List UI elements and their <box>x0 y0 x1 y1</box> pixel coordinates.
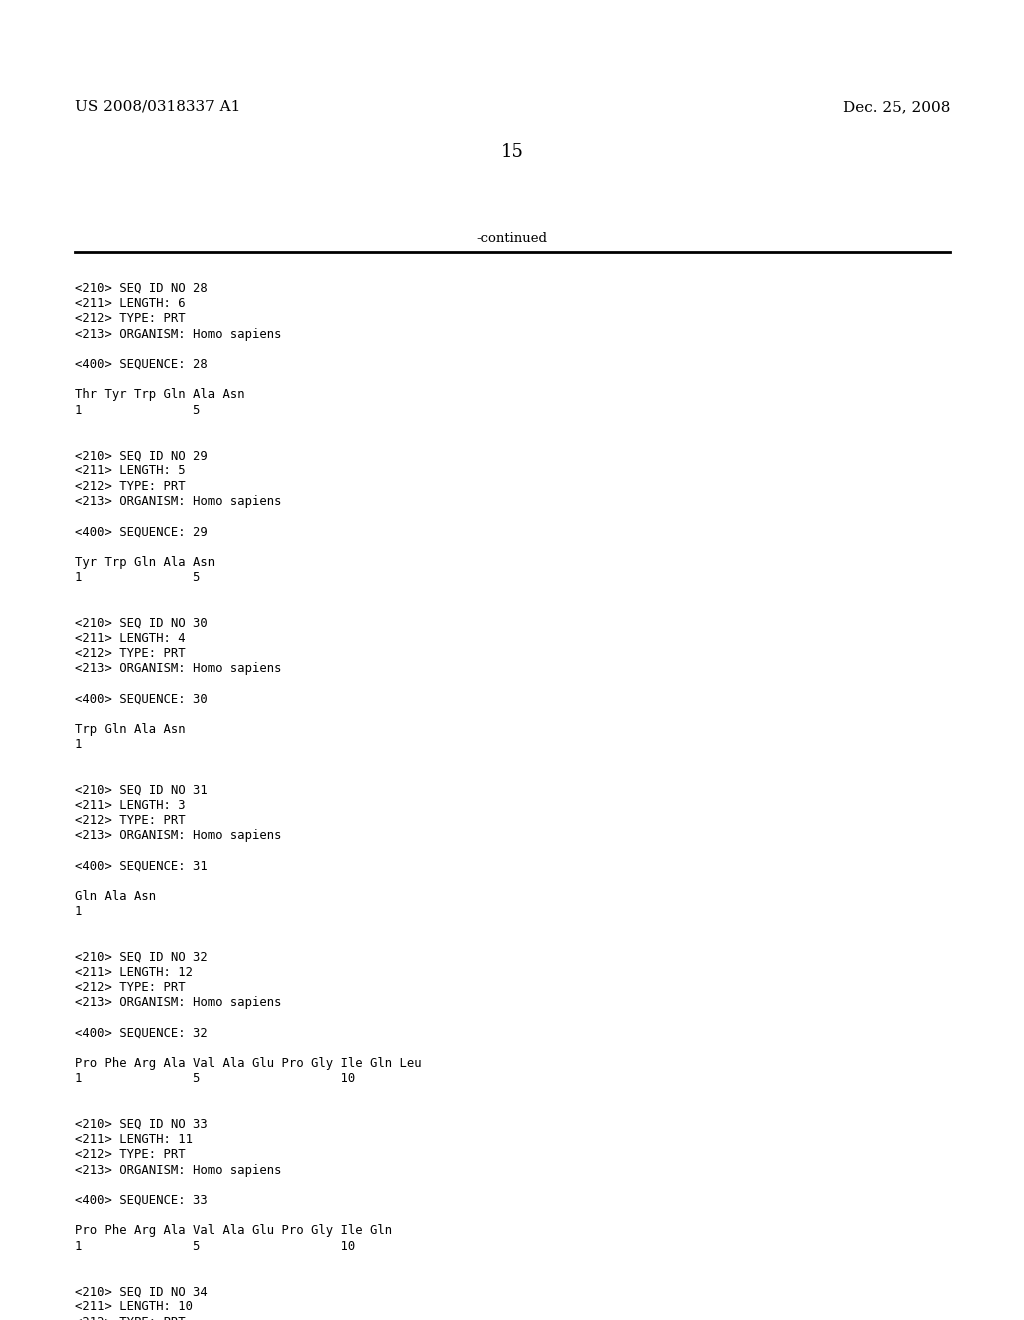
Text: <213> ORGANISM: Homo sapiens: <213> ORGANISM: Homo sapiens <box>75 997 282 1010</box>
Text: <212> TYPE: PRT: <212> TYPE: PRT <box>75 647 185 660</box>
Text: <210> SEQ ID NO 29: <210> SEQ ID NO 29 <box>75 449 208 462</box>
Text: <213> ORGANISM: Homo sapiens: <213> ORGANISM: Homo sapiens <box>75 495 282 508</box>
Text: <400> SEQUENCE: 28: <400> SEQUENCE: 28 <box>75 358 208 371</box>
Text: <213> ORGANISM: Homo sapiens: <213> ORGANISM: Homo sapiens <box>75 1164 282 1176</box>
Text: Pro Phe Arg Ala Val Ala Glu Pro Gly Ile Gln Leu: Pro Phe Arg Ala Val Ala Glu Pro Gly Ile … <box>75 1057 422 1071</box>
Text: <211> LENGTH: 3: <211> LENGTH: 3 <box>75 799 185 812</box>
Text: <400> SEQUENCE: 30: <400> SEQUENCE: 30 <box>75 693 208 705</box>
Text: US 2008/0318337 A1: US 2008/0318337 A1 <box>75 100 241 114</box>
Text: Dec. 25, 2008: Dec. 25, 2008 <box>843 100 950 114</box>
Text: <210> SEQ ID NO 33: <210> SEQ ID NO 33 <box>75 1118 208 1131</box>
Text: <400> SEQUENCE: 32: <400> SEQUENCE: 32 <box>75 1027 208 1040</box>
Text: 1: 1 <box>75 738 82 751</box>
Text: -continued: -continued <box>476 232 548 246</box>
Text: <400> SEQUENCE: 33: <400> SEQUENCE: 33 <box>75 1195 208 1206</box>
Text: <210> SEQ ID NO 30: <210> SEQ ID NO 30 <box>75 616 208 630</box>
Text: <211> LENGTH: 4: <211> LENGTH: 4 <box>75 631 185 644</box>
Text: <213> ORGANISM: Homo sapiens: <213> ORGANISM: Homo sapiens <box>75 327 282 341</box>
Text: <212> TYPE: PRT: <212> TYPE: PRT <box>75 814 185 828</box>
Text: 1               5: 1 5 <box>75 404 201 417</box>
Text: <211> LENGTH: 11: <211> LENGTH: 11 <box>75 1133 193 1146</box>
Text: Gln Ala Asn: Gln Ala Asn <box>75 890 156 903</box>
Text: 1               5: 1 5 <box>75 570 201 583</box>
Text: <400> SEQUENCE: 29: <400> SEQUENCE: 29 <box>75 525 208 539</box>
Text: <211> LENGTH: 6: <211> LENGTH: 6 <box>75 297 185 310</box>
Text: <210> SEQ ID NO 31: <210> SEQ ID NO 31 <box>75 784 208 796</box>
Text: <211> LENGTH: 12: <211> LENGTH: 12 <box>75 966 193 979</box>
Text: <212> TYPE: PRT: <212> TYPE: PRT <box>75 313 185 326</box>
Text: Trp Gln Ala Asn: Trp Gln Ala Asn <box>75 723 185 735</box>
Text: <213> ORGANISM: Homo sapiens: <213> ORGANISM: Homo sapiens <box>75 663 282 675</box>
Text: 1               5                   10: 1 5 10 <box>75 1239 355 1253</box>
Text: <210> SEQ ID NO 34: <210> SEQ ID NO 34 <box>75 1286 208 1298</box>
Text: <210> SEQ ID NO 32: <210> SEQ ID NO 32 <box>75 950 208 964</box>
Text: <212> TYPE: PRT: <212> TYPE: PRT <box>75 479 185 492</box>
Text: <211> LENGTH: 5: <211> LENGTH: 5 <box>75 465 185 478</box>
Text: Tyr Trp Gln Ala Asn: Tyr Trp Gln Ala Asn <box>75 556 215 569</box>
Text: <400> SEQUENCE: 31: <400> SEQUENCE: 31 <box>75 859 208 873</box>
Text: 1               5                   10: 1 5 10 <box>75 1072 355 1085</box>
Text: 1: 1 <box>75 906 82 919</box>
Text: <212> TYPE: PRT: <212> TYPE: PRT <box>75 1148 185 1162</box>
Text: Pro Phe Arg Ala Val Ala Glu Pro Gly Ile Gln: Pro Phe Arg Ala Val Ala Glu Pro Gly Ile … <box>75 1225 392 1237</box>
Text: <212> TYPE: PRT: <212> TYPE: PRT <box>75 981 185 994</box>
Text: 15: 15 <box>501 143 523 161</box>
Text: <212> TYPE: PRT: <212> TYPE: PRT <box>75 1316 185 1320</box>
Text: <211> LENGTH: 10: <211> LENGTH: 10 <box>75 1300 193 1313</box>
Text: Thr Tyr Trp Gln Ala Asn: Thr Tyr Trp Gln Ala Asn <box>75 388 245 401</box>
Text: <210> SEQ ID NO 28: <210> SEQ ID NO 28 <box>75 282 208 294</box>
Text: <213> ORGANISM: Homo sapiens: <213> ORGANISM: Homo sapiens <box>75 829 282 842</box>
